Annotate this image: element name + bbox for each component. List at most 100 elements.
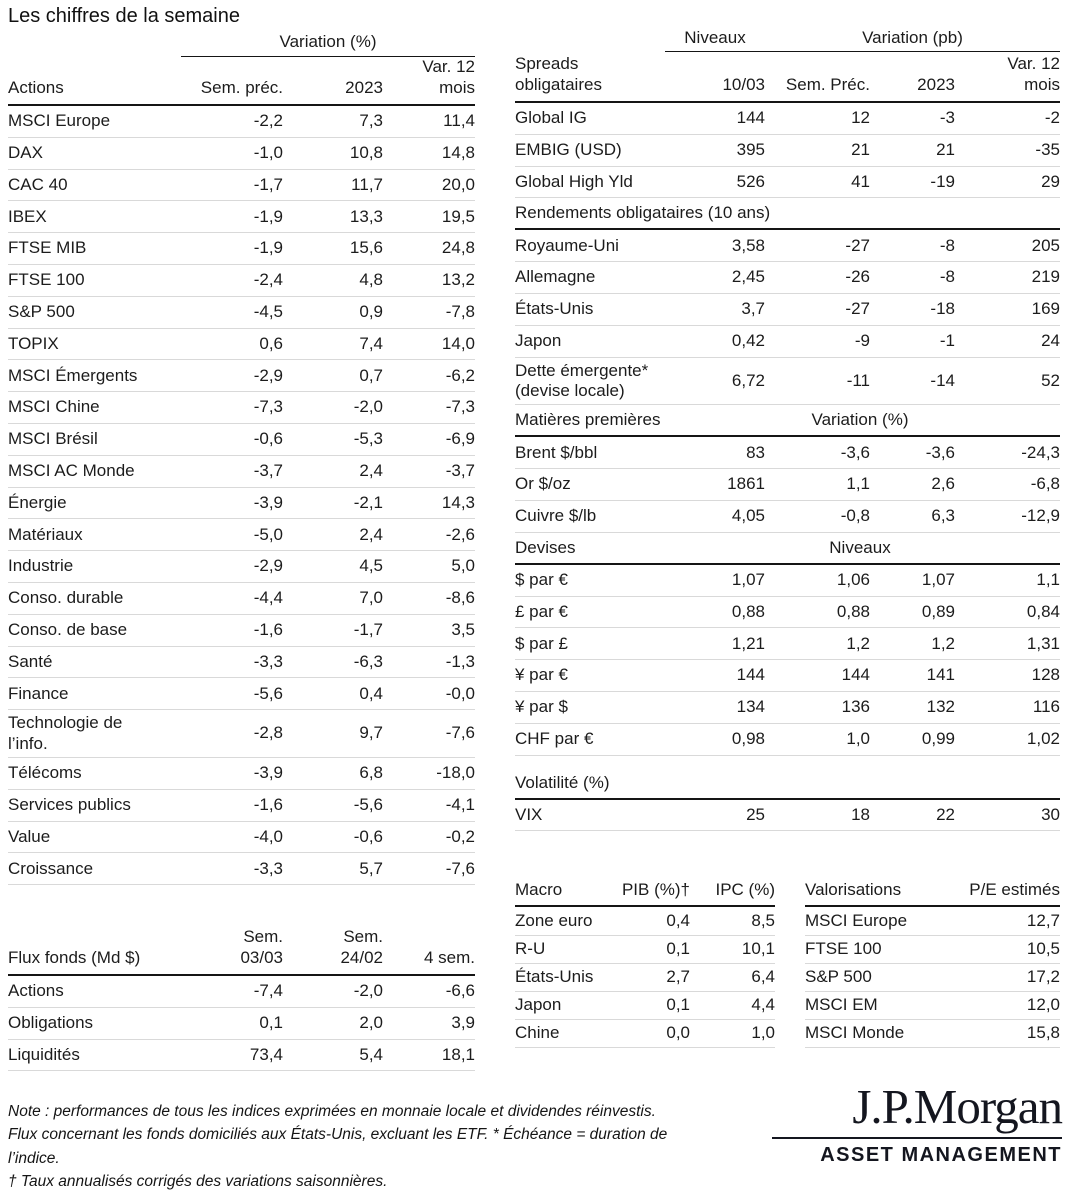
- row-label: TOPIX: [8, 333, 59, 353]
- table-row: Chine 0,0 1,0: [515, 1020, 775, 1049]
- column-header: Var. 12 mois: [422, 57, 475, 97]
- cell-value: -3,6: [840, 442, 870, 462]
- row-label: Global IG: [515, 108, 587, 128]
- cell-value: 18,1: [441, 1044, 475, 1064]
- cell-value: -0,6: [353, 826, 383, 846]
- row-label: Technologie de l’info.: [8, 713, 123, 753]
- cell-value: 1,0: [846, 728, 870, 748]
- cell-value: -0,6: [253, 429, 283, 449]
- cell-value: 0,0: [666, 1023, 690, 1043]
- group-header-rule: [665, 51, 1060, 52]
- section-title: Matières premières: [515, 410, 661, 430]
- cell-value: -2,8: [253, 723, 283, 743]
- cell-value: -5,6: [253, 683, 283, 703]
- table-row: MSCI AC Monde -3,7 2,4 -3,7: [8, 456, 475, 488]
- cell-value: 169: [1031, 299, 1060, 319]
- row-label: IBEX: [8, 206, 47, 226]
- cell-value: 0,84: [1026, 601, 1060, 621]
- cell-value: 0,98: [731, 728, 765, 748]
- cell-value: 13,2: [441, 270, 475, 290]
- table-row: États-Unis 3,7 -27 -18 169: [515, 294, 1060, 326]
- row-label: MSCI Chine: [8, 397, 100, 417]
- cell-value: 0,88: [836, 601, 870, 621]
- cell-value: 141: [926, 665, 955, 685]
- cell-value: 116: [1032, 697, 1060, 717]
- table-row: Japon 0,1 4,4: [515, 992, 775, 1021]
- section-title: Devises: [515, 537, 576, 557]
- cell-value: -6,2: [445, 365, 475, 385]
- column-header: Actions: [8, 77, 64, 97]
- cell-value: -5,0: [253, 524, 283, 544]
- cell-value: 41: [851, 171, 870, 191]
- cell-value: -2,0: [353, 397, 383, 417]
- column-header: Spreads obligataires: [515, 54, 602, 94]
- row-label: CAC 40: [8, 174, 68, 194]
- cell-value: 6,3: [931, 506, 955, 526]
- cell-value: 0,1: [666, 995, 690, 1015]
- table-row: États-Unis 2,7 6,4: [515, 964, 775, 992]
- table-row: $ par £ 1,21 1,2 1,2 1,31: [515, 628, 1060, 661]
- cell-value: -7,6: [445, 858, 475, 878]
- row-label: Value: [8, 826, 51, 846]
- table-row: EMBIG (USD) 395 21 21 -35: [515, 135, 1060, 167]
- table-row: Royaume-Uni 3,58 -27 -8 205: [515, 230, 1060, 263]
- volatilite-table-body: VIX 25 18 22 30: [515, 800, 1060, 832]
- cell-value: -6,6: [445, 981, 475, 1001]
- row-label: Liquidités: [8, 1044, 80, 1064]
- cell-value: -4,1: [445, 794, 475, 814]
- spreads-table-body: Global IG 144 12 -3 -2 EMBIG (USD) 395 2…: [515, 103, 1060, 199]
- row-label: MSCI Europe: [805, 910, 908, 930]
- cell-value: 5,4: [359, 1044, 383, 1064]
- cell-value: 24: [1041, 330, 1060, 350]
- cell-value: 1,2: [931, 633, 955, 653]
- cell-value: 4,05: [731, 506, 765, 526]
- table-row: Technologie de l’info. -2,8 9,7 -7,6: [8, 710, 475, 758]
- row-label: S&P 500: [805, 967, 872, 987]
- cell-value: 17,2: [1026, 967, 1060, 987]
- cell-value: 13,3: [349, 206, 383, 226]
- table-row: Conso. de base -1,6 -1,7 3,5: [8, 615, 475, 647]
- cell-value: 12,0: [1026, 995, 1060, 1015]
- cell-value: 9,7: [359, 723, 383, 743]
- rendements-table-body: Royaume-Uni 3,58 -27 -8 205 Allemagne 2,…: [515, 230, 1060, 406]
- cell-value: -3,7: [445, 460, 475, 480]
- table-row: S&P 500 -4,5 0,9 -7,8: [8, 297, 475, 329]
- cell-value: -3,9: [253, 492, 283, 512]
- cell-value: 7,4: [359, 333, 383, 353]
- cell-value: 29: [1041, 171, 1060, 191]
- cell-value: 144: [841, 665, 870, 685]
- table-row: Croissance -3,3 5,7 -7,6: [8, 853, 475, 886]
- cell-value: -26: [845, 267, 870, 287]
- cell-value: 30: [1041, 804, 1060, 824]
- page-title: Les chiffres de la semaine: [8, 5, 240, 27]
- cell-value: 395: [736, 140, 765, 159]
- cell-value: -2,6: [445, 524, 475, 544]
- row-label: Dette émergente* (devise locale): [515, 360, 649, 400]
- table-row: Value -4,0 -0,6 -0,2: [8, 822, 475, 854]
- cell-value: 2,0: [359, 1013, 383, 1032]
- table-row: FTSE 100 -2,4 4,8 13,2: [8, 265, 475, 297]
- table-row: ¥ par $ 134 136 132 116: [515, 692, 1060, 724]
- cell-value: -7,6: [445, 723, 475, 743]
- column-header: Flux fonds (Md $): [8, 947, 141, 967]
- actions-header-row: Actions Sem. préc. 2023 Var. 12 mois: [8, 57, 475, 106]
- row-label: ¥ par €: [515, 665, 568, 685]
- cell-value: 10,8: [349, 143, 383, 162]
- cell-value: -3,3: [253, 651, 283, 671]
- cell-value: 0,99: [921, 728, 955, 748]
- row-label: VIX: [515, 804, 543, 824]
- cell-value: 1,02: [1026, 728, 1060, 748]
- cell-value: 1861: [727, 474, 765, 494]
- cell-value: 19,5: [441, 206, 475, 226]
- cell-value: 5,7: [359, 858, 383, 878]
- cell-value: -1,0: [253, 143, 283, 162]
- cell-value: 219: [1031, 267, 1060, 287]
- table-row: MSCI Europe -2,2 7,3 11,4: [8, 106, 475, 138]
- matieres-table-body: Brent $/bbl 83 -3,6 -3,6 -24,3 Or $/oz 1…: [515, 437, 1060, 533]
- cell-value: 2,4: [359, 460, 383, 480]
- cell-value: 10,5: [1026, 938, 1060, 958]
- group-header-label: Variation (%): [279, 32, 377, 51]
- row-label: MSCI Monde: [805, 1023, 905, 1043]
- jpmorgan-logo: J.P.Morgan ASSET MANAGEMENT: [772, 1080, 1063, 1167]
- cell-value: -3: [939, 108, 955, 128]
